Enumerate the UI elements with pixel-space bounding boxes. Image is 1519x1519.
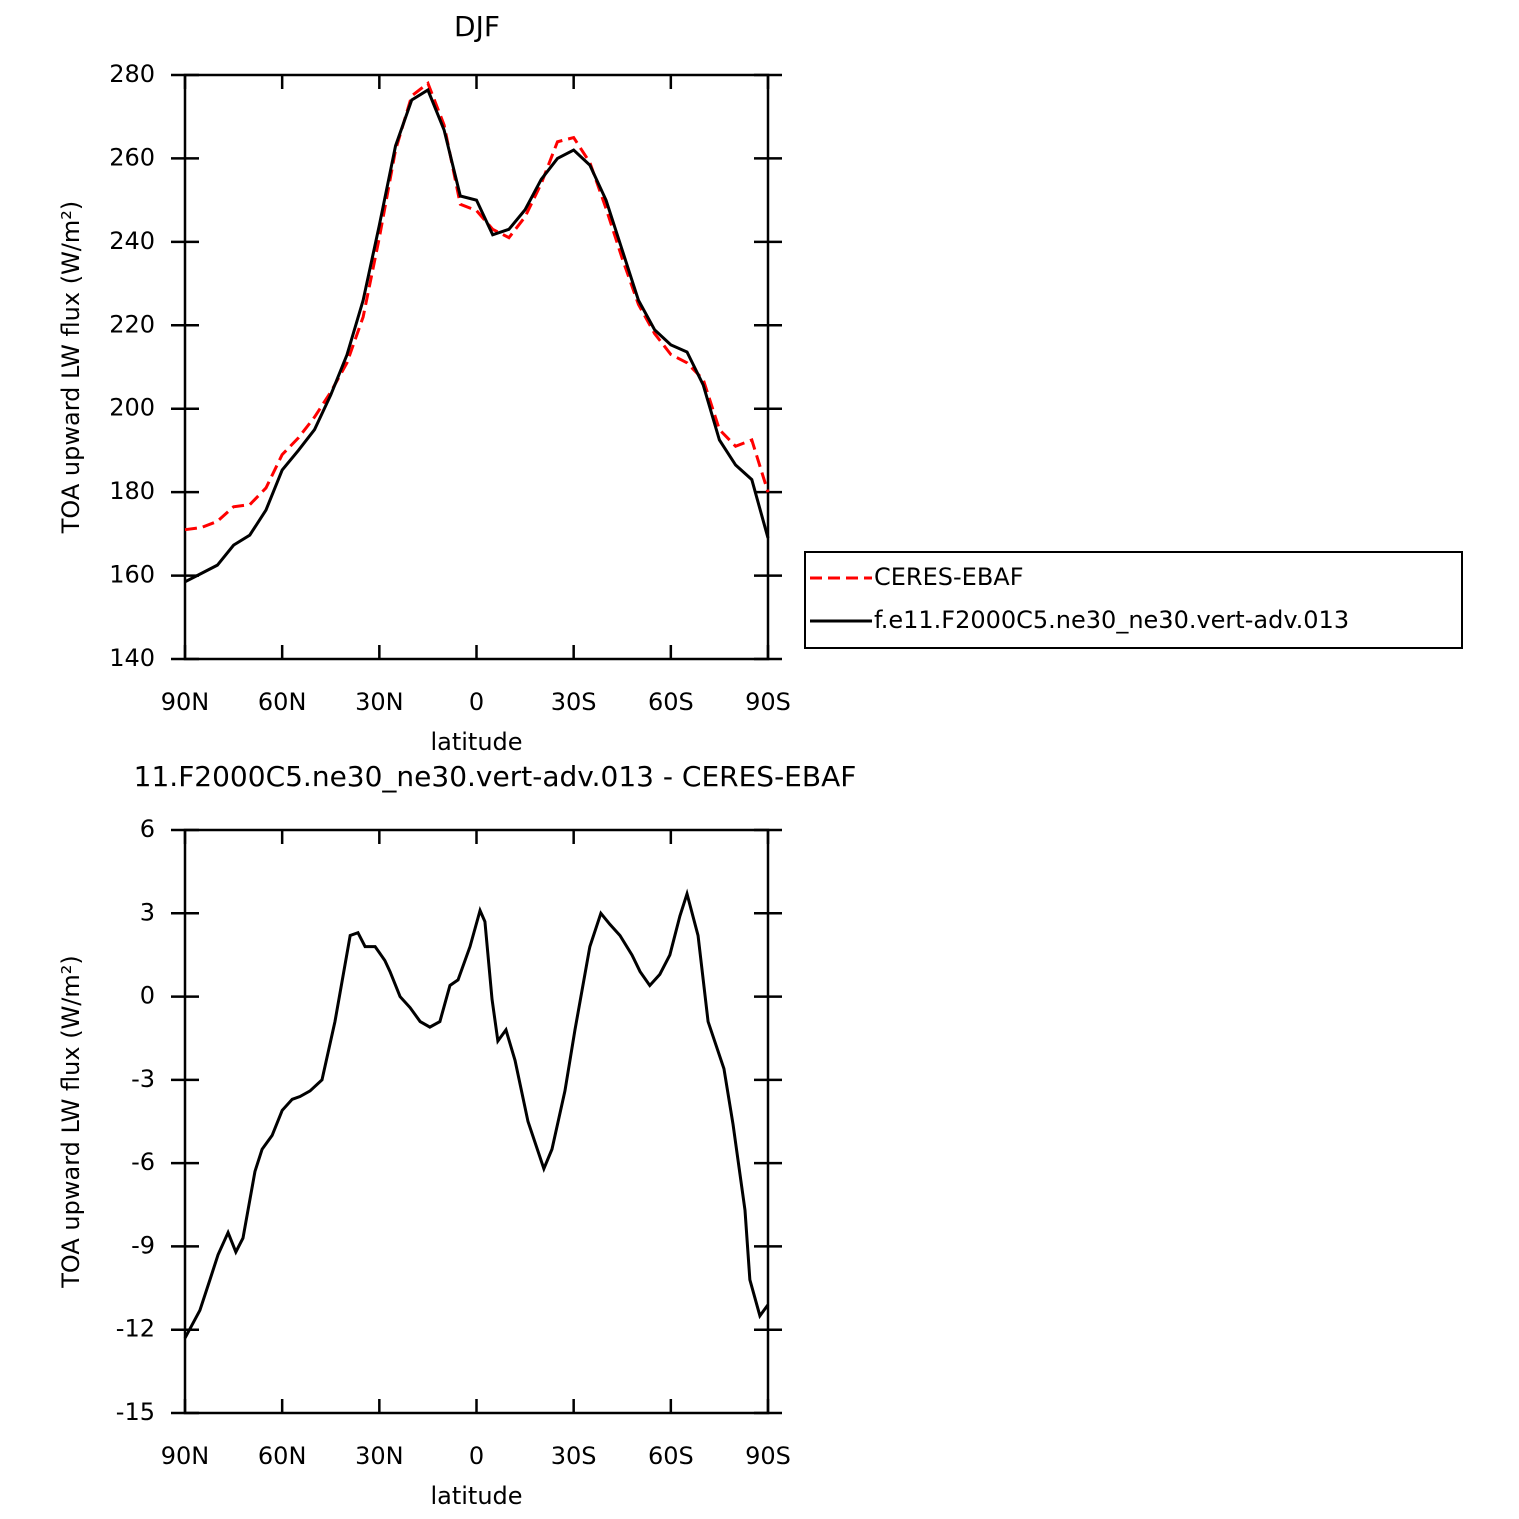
x-tick-label: 30S <box>551 688 597 716</box>
x-tick-label: 60S <box>648 688 694 716</box>
y-tick-label: 0 <box>140 982 155 1010</box>
x-tick-label: 90S <box>745 688 791 716</box>
y-tick-label: 200 <box>109 394 155 422</box>
data-line <box>184 80 770 532</box>
x-tick-label: 30N <box>355 1442 404 1470</box>
y-axis-label: TOA upward LW flux (W/m²) <box>57 201 85 535</box>
y-tick-label: 160 <box>109 561 155 589</box>
y-tick-label: 240 <box>109 227 155 255</box>
legend-box <box>804 551 1463 649</box>
y-axis-label: TOA upward LW flux (W/m²) <box>57 955 85 1289</box>
y-tick-label: 260 <box>109 143 155 171</box>
chart-title: DJF <box>454 10 500 43</box>
y-tick-label: 180 <box>109 477 155 505</box>
y-tick-label: -9 <box>131 1231 155 1259</box>
x-axis-label: latitude <box>430 728 522 756</box>
y-tick-label: 280 <box>109 60 155 88</box>
x-tick-label: 30S <box>551 1442 597 1470</box>
y-tick-label: -12 <box>116 1315 155 1343</box>
x-tick-label: 90N <box>161 1442 210 1470</box>
x-tick-label: 90N <box>161 688 210 716</box>
plot-frame <box>183 828 770 1415</box>
y-tick-label: -6 <box>131 1148 155 1176</box>
chart-title: 11.F2000C5.ne30_ne30.vert-adv.013 - CERE… <box>134 760 857 793</box>
legend-label: CERES-EBAF <box>874 563 1024 591</box>
x-axis-label: latitude <box>430 1482 522 1510</box>
y-tick-label: 6 <box>140 815 155 843</box>
x-tick-label: 60S <box>648 1442 694 1470</box>
x-tick-label: 30N <box>355 688 404 716</box>
y-tick-label: 3 <box>140 898 155 926</box>
y-tick-label: -15 <box>116 1398 155 1426</box>
y-tick-label: 220 <box>109 310 155 338</box>
data-line <box>184 87 770 584</box>
y-tick-label: -3 <box>131 1065 155 1093</box>
x-tick-label: 60N <box>258 688 307 716</box>
x-tick-label: 0 <box>469 688 484 716</box>
plot-frame <box>183 73 770 661</box>
x-tick-label: 90S <box>745 1442 791 1470</box>
x-tick-label: 60N <box>258 1442 307 1470</box>
legend-label: f.e11.F2000C5.ne30_ne30.vert-adv.013 <box>874 606 1349 634</box>
x-tick-label: 0 <box>469 1442 484 1470</box>
y-tick-label: 140 <box>109 644 155 672</box>
data-line <box>183 888 770 1339</box>
